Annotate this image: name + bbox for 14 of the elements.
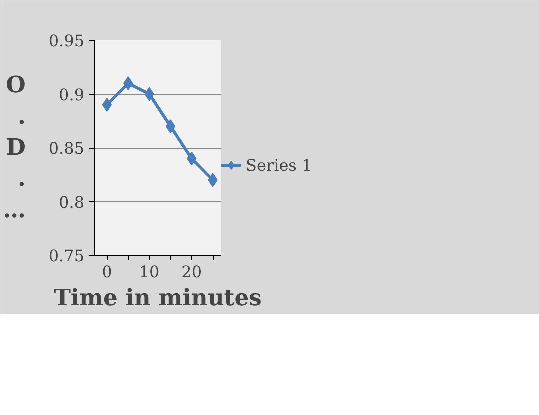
legend-label: Series 1 (246, 156, 312, 174)
y-tick-label: 0.75 (48, 246, 84, 266)
y-tick-label: 0.85 (48, 139, 84, 158)
point (102, 98, 112, 112)
point (124, 76, 134, 90)
y-tick-label: 0.8 (59, 192, 85, 212)
y-tick-label: 0.9 (59, 85, 85, 104)
y-tick-label: 0.95 (48, 32, 84, 50)
x-axis-title: Time in minutes (54, 286, 262, 312)
x-tick-label: 0 (102, 262, 112, 282)
x-tick-label: 10 (139, 262, 160, 282)
point (166, 120, 176, 134)
x-tick-label: 20 (182, 262, 202, 282)
y-axis-title: O.D.… (3, 72, 26, 224)
